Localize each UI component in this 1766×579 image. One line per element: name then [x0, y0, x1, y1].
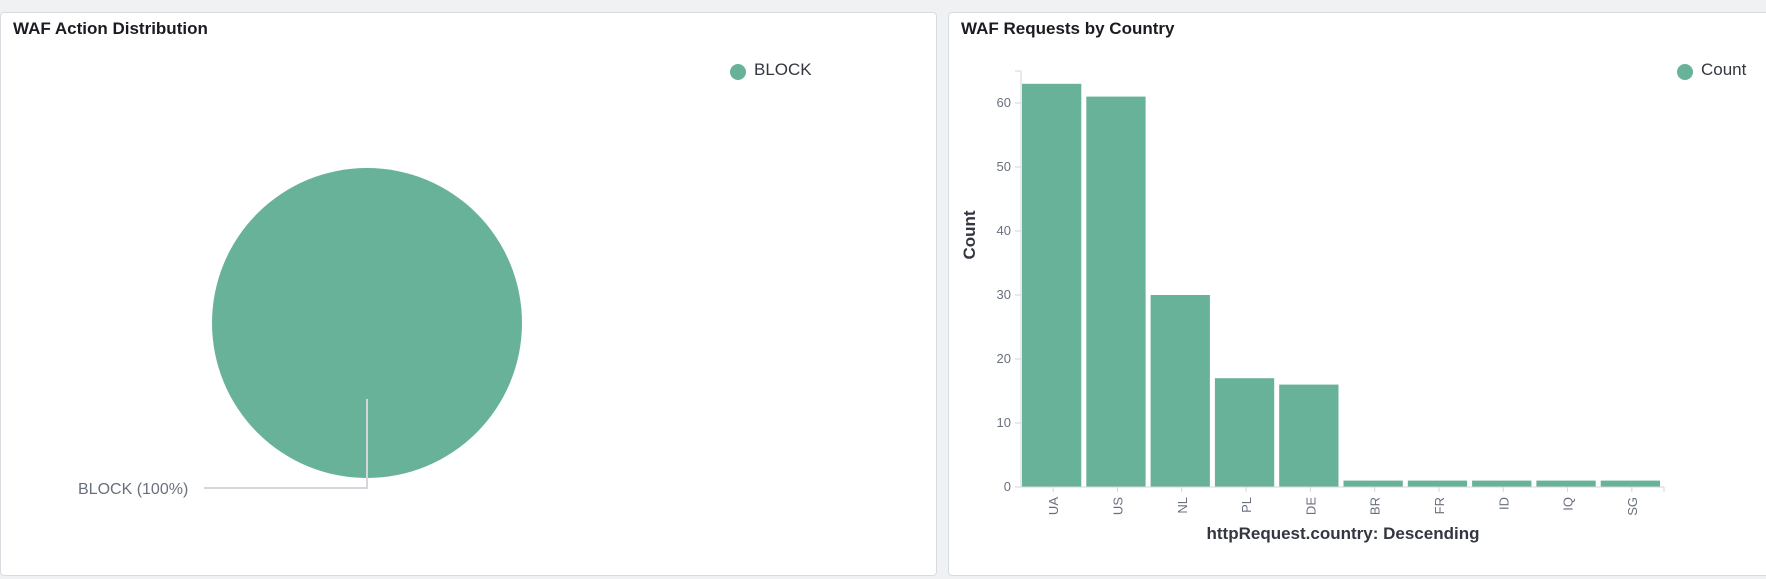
x-tick-label-ua: UA [1046, 497, 1061, 515]
bar-br[interactable] [1343, 480, 1403, 487]
slice-label-block: BLOCK (100%) [78, 481, 188, 498]
y-axis: 0 10 20 30 40 50 60 [997, 70, 1022, 494]
bar-us[interactable] [1086, 96, 1146, 487]
x-tick-label-us: US [1110, 497, 1125, 515]
y-tick-label: 10 [997, 415, 1011, 430]
x-tick-label-de: DE [1303, 497, 1318, 515]
y-tick-label: 30 [997, 287, 1011, 302]
bar-iq[interactable] [1536, 480, 1596, 487]
bars [1022, 83, 1660, 488]
y-tick-label: 40 [997, 223, 1011, 238]
bar-de[interactable] [1279, 384, 1339, 487]
bar-ua[interactable] [1022, 83, 1082, 488]
x-axis: UA US NL PL DE BR FR ID IQ SG [1021, 486, 1665, 516]
y-tick-label: 20 [997, 351, 1011, 366]
legend-entry-block[interactable]: BLOCK [754, 60, 812, 79]
bar-id[interactable] [1472, 480, 1532, 487]
legend-swatch-block [730, 64, 746, 80]
x-tick-label-br: BR [1368, 497, 1383, 515]
y-tick-label: 0 [1004, 479, 1011, 494]
x-tick-label-sg: SG [1625, 497, 1640, 516]
bar-sg[interactable] [1600, 480, 1660, 487]
bar-chart: Count 0 10 20 30 40 50 60 UA US NL PL DE BR FR ID IQ SG… [960, 60, 1747, 543]
legend-entry-count[interactable]: Count [1701, 60, 1747, 79]
y-tick-label: 60 [997, 95, 1011, 110]
slice-leader-line [204, 399, 368, 489]
bar-fr[interactable] [1407, 480, 1468, 487]
panel-title: WAF Action Distribution [13, 19, 208, 38]
x-tick-label-iq: IQ [1561, 497, 1576, 511]
bar-nl[interactable] [1150, 295, 1210, 487]
bar-pl[interactable] [1214, 378, 1275, 487]
x-tick-label-pl: PL [1239, 497, 1254, 513]
y-tick-label: 50 [997, 159, 1011, 174]
panel-title: WAF Requests by Country [961, 19, 1175, 38]
x-tick-label-id: ID [1496, 497, 1511, 510]
y-axis-label: Count [960, 210, 979, 259]
x-tick-label-nl: NL [1175, 497, 1190, 514]
pie-chart: BLOCK BLOCK (100%) [78, 60, 812, 498]
legend-swatch-count [1677, 64, 1693, 80]
x-tick-label-fr: FR [1432, 497, 1447, 514]
pie-slice-block[interactable] [212, 168, 522, 478]
requests-by-country-panel: WAF Requests by Country Count 0 10 20 30 40 5… [948, 12, 1766, 576]
x-axis-label: httpRequest.country: Descending [1207, 524, 1480, 543]
action-distribution-panel: WAF Action Distribution BLOCK BLOCK (100… [0, 12, 937, 576]
pie-legend[interactable]: BLOCK [730, 60, 812, 80]
bar-legend[interactable]: Count [1677, 60, 1747, 80]
